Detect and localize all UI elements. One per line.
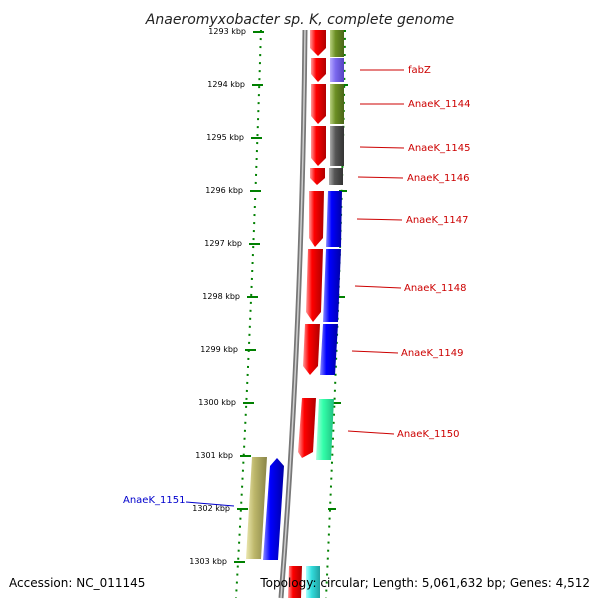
leader-line xyxy=(185,501,235,507)
kbp-label: 1293 kbp xyxy=(208,27,246,36)
gene-label[interactable]: AnaeK_1150 xyxy=(397,429,459,440)
gene-label[interactable]: AnaeK_1148 xyxy=(404,283,466,294)
leader-line xyxy=(351,350,399,354)
leader-line xyxy=(359,146,405,149)
gene-label[interactable]: AnaeK_1146 xyxy=(407,173,469,184)
label-leaders xyxy=(185,69,405,507)
kbp-label: 1296 kbp xyxy=(205,186,243,195)
feature-blue[interactable] xyxy=(326,191,342,247)
leader-line xyxy=(357,176,404,179)
leader-line xyxy=(347,430,395,435)
cds-arrow-AnaeK_1151[interactable] xyxy=(263,458,284,560)
forward-cds-track xyxy=(288,30,326,598)
cds-arrow-AnaeK_1147[interactable] xyxy=(309,191,324,247)
kbp-label: 1303 kbp xyxy=(189,557,227,566)
kbp-label: 1302 kbp xyxy=(192,504,230,513)
feature-khaki[interactable] xyxy=(246,457,267,559)
cds-arrow-AnaeK_1144[interactable] xyxy=(311,84,326,124)
genome-summary-text: Topology: circular; Length: 5,061,632 bp… xyxy=(259,576,590,590)
feature-teal[interactable] xyxy=(316,399,334,460)
feature-gray[interactable] xyxy=(329,168,343,185)
feature-purple[interactable] xyxy=(330,58,344,82)
gene-label[interactable]: AnaeK_1144 xyxy=(408,99,470,110)
cds-arrow-AnaeK_1148[interactable] xyxy=(306,249,323,322)
genome-backbone xyxy=(278,29,308,599)
cds-arrow-AnaeK_1149[interactable] xyxy=(303,324,320,375)
kbp-label: 1297 kbp xyxy=(204,239,242,248)
kbp-label: 1294 kbp xyxy=(207,80,245,89)
kbp-labels: 1293 kbp 1294 kbp 1295 kbp 1296 kbp 1297… xyxy=(189,27,246,566)
gene-label[interactable]: AnaeK_1145 xyxy=(408,143,470,154)
feature-olive[interactable] xyxy=(330,84,344,124)
kbp-label: 1299 kbp xyxy=(200,345,238,354)
feature-cyan[interactable] xyxy=(306,566,320,598)
leader-line xyxy=(356,218,403,221)
cds-arrow-AnaeK_1145[interactable] xyxy=(311,126,326,166)
kbp-label: 1301 kbp xyxy=(195,451,233,460)
feature-olive[interactable] xyxy=(330,30,344,57)
feature-blue[interactable] xyxy=(320,324,338,375)
feature-blue[interactable] xyxy=(323,249,341,322)
kbp-label: 1298 kbp xyxy=(202,292,240,301)
cds-arrow[interactable] xyxy=(288,566,302,598)
cds-arrow[interactable] xyxy=(310,30,326,56)
gene-label[interactable]: AnaeK_1149 xyxy=(401,348,463,359)
map-title: Anaeromyxobacter sp. K, complete genome xyxy=(145,12,454,28)
cds-arrow-fabZ[interactable] xyxy=(311,58,326,82)
kbp-label: 1295 kbp xyxy=(206,133,244,142)
accession-text: Accession: NC_011145 xyxy=(9,576,145,590)
gene-label[interactable]: AnaeK_1151 xyxy=(123,495,185,506)
leader-line xyxy=(354,285,402,289)
genome-backbone-highlight xyxy=(280,29,306,599)
gene-label[interactable]: fabZ xyxy=(408,65,431,76)
outer-dotted-ring-left xyxy=(235,29,262,599)
cds-arrow-AnaeK_1146[interactable] xyxy=(310,168,325,185)
reverse-cds-track xyxy=(246,457,284,560)
gene-labels: fabZ AnaeK_1144 AnaeK_1145 AnaeK_1146 An… xyxy=(123,65,470,506)
gene-label[interactable]: AnaeK_1147 xyxy=(406,215,468,226)
feature-color-track xyxy=(306,30,344,598)
cds-arrow-AnaeK_1150[interactable] xyxy=(298,398,316,458)
feature-gray[interactable] xyxy=(330,126,344,166)
kbp-label: 1300 kbp xyxy=(198,398,236,407)
